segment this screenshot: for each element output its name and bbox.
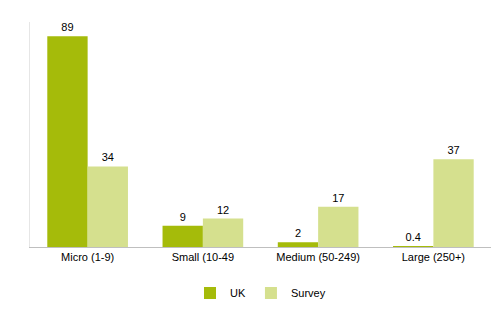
svg-text:Survey: Survey (291, 287, 326, 299)
svg-text:Small (10-49: Small (10-49 (172, 251, 234, 263)
svg-text:Micro (1-9): Micro (1-9) (61, 251, 114, 263)
svg-text:37: 37 (447, 144, 459, 156)
svg-text:89: 89 (61, 21, 73, 33)
svg-text:Large (250+): Large (250+) (402, 251, 465, 263)
svg-text:2: 2 (295, 227, 301, 239)
svg-text:34: 34 (102, 151, 114, 163)
svg-text:0.4: 0.4 (406, 231, 421, 243)
svg-text:UK: UK (230, 287, 246, 299)
svg-text:17: 17 (332, 192, 344, 204)
svg-text:9: 9 (180, 211, 186, 223)
svg-text:Medium (50-249): Medium (50-249) (276, 251, 360, 263)
svg-text:12: 12 (217, 204, 229, 216)
